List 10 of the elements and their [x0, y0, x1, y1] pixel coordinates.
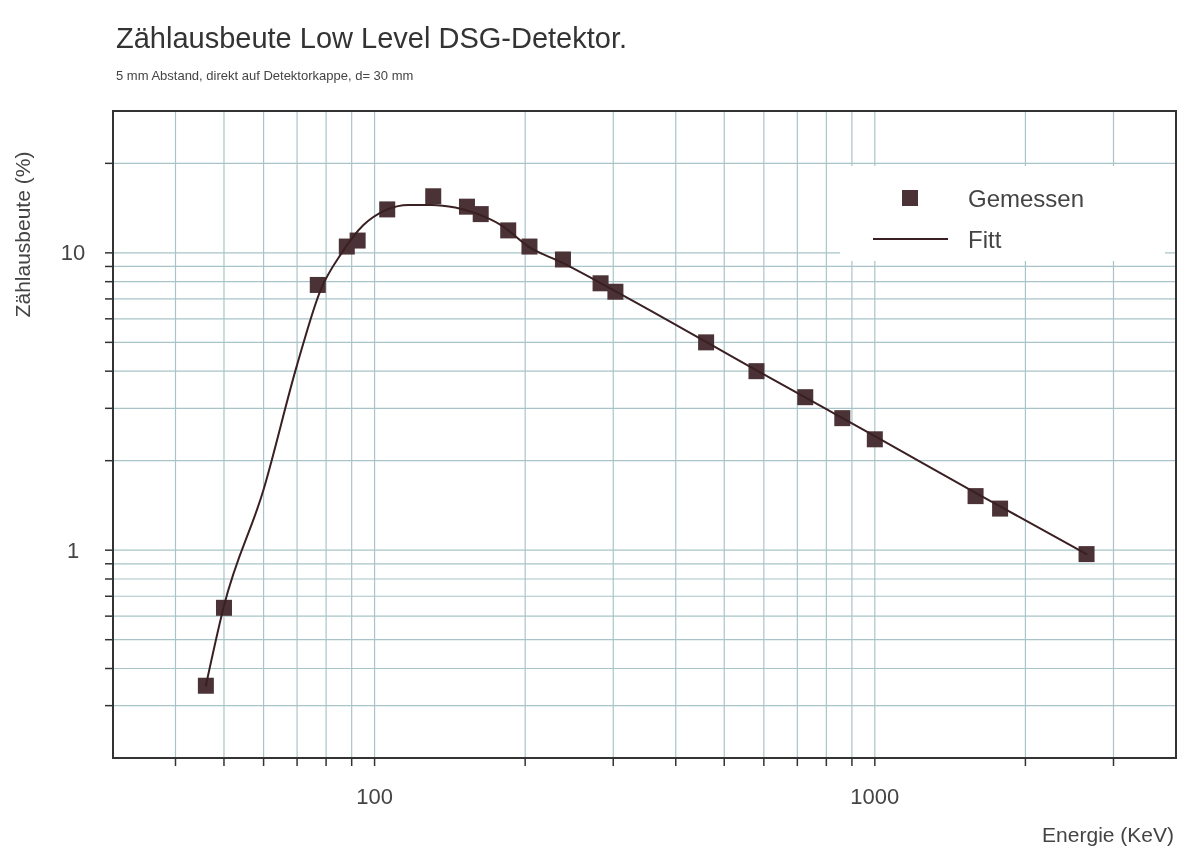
legend-label: Gemessen — [968, 184, 1085, 212]
y-tick-label: 10 — [60, 240, 86, 266]
chart-subtitle: 5 mm Abstand, direkt auf Detektorkappe, d= 30 mm — [116, 68, 414, 83]
x-tick-label: 100 — [356, 784, 393, 809]
y-tick-label: 1 — [66, 537, 80, 563]
y-axis-title: Zählausbeute (%) — [11, 151, 34, 318]
x-tick-label: 1000 — [850, 784, 900, 809]
legend-label: Fitt — [968, 225, 1002, 253]
x-axis-title: Energie (KeV) — [1042, 823, 1174, 846]
chart-title: Zählausbeute Low Level DSG-Detektor. — [116, 22, 627, 54]
